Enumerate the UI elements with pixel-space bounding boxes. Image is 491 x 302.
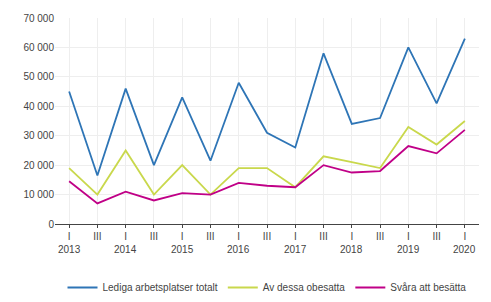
svg-text:Svåra att besätta: Svåra att besätta	[390, 282, 466, 293]
svg-text:10 000: 10 000	[23, 189, 54, 200]
svg-text:III: III	[319, 231, 327, 242]
svg-text:Lediga arbetsplatser totalt: Lediga arbetsplatser totalt	[103, 282, 218, 293]
svg-text:20 000: 20 000	[23, 160, 54, 171]
svg-text:I: I	[350, 231, 353, 242]
svg-text:2015: 2015	[171, 244, 194, 255]
svg-text:70 000: 70 000	[23, 13, 54, 24]
svg-text:Av dessa obesatta: Av dessa obesatta	[263, 282, 346, 293]
svg-text:2018: 2018	[340, 244, 363, 255]
svg-text:I: I	[181, 231, 184, 242]
svg-text:I: I	[407, 231, 410, 242]
svg-text:2017: 2017	[284, 244, 307, 255]
svg-text:I: I	[294, 231, 297, 242]
svg-text:III: III	[376, 231, 384, 242]
svg-text:40 000: 40 000	[23, 101, 54, 112]
svg-text:III: III	[93, 231, 101, 242]
svg-text:30 000: 30 000	[23, 130, 54, 141]
svg-text:III: III	[150, 231, 158, 242]
svg-text:I: I	[463, 231, 466, 242]
svg-text:2014: 2014	[114, 244, 137, 255]
svg-text:I: I	[124, 231, 127, 242]
svg-text:III: III	[206, 231, 214, 242]
svg-text:60 000: 60 000	[23, 42, 54, 53]
svg-text:50 000: 50 000	[23, 71, 54, 82]
svg-text:2013: 2013	[58, 244, 81, 255]
svg-text:III: III	[432, 231, 440, 242]
svg-text:I: I	[68, 231, 71, 242]
svg-text:III: III	[263, 231, 271, 242]
svg-text:0: 0	[48, 219, 54, 230]
svg-text:2019: 2019	[397, 244, 420, 255]
svg-text:I: I	[237, 231, 240, 242]
svg-text:2020: 2020	[453, 244, 476, 255]
svg-text:2016: 2016	[227, 244, 250, 255]
